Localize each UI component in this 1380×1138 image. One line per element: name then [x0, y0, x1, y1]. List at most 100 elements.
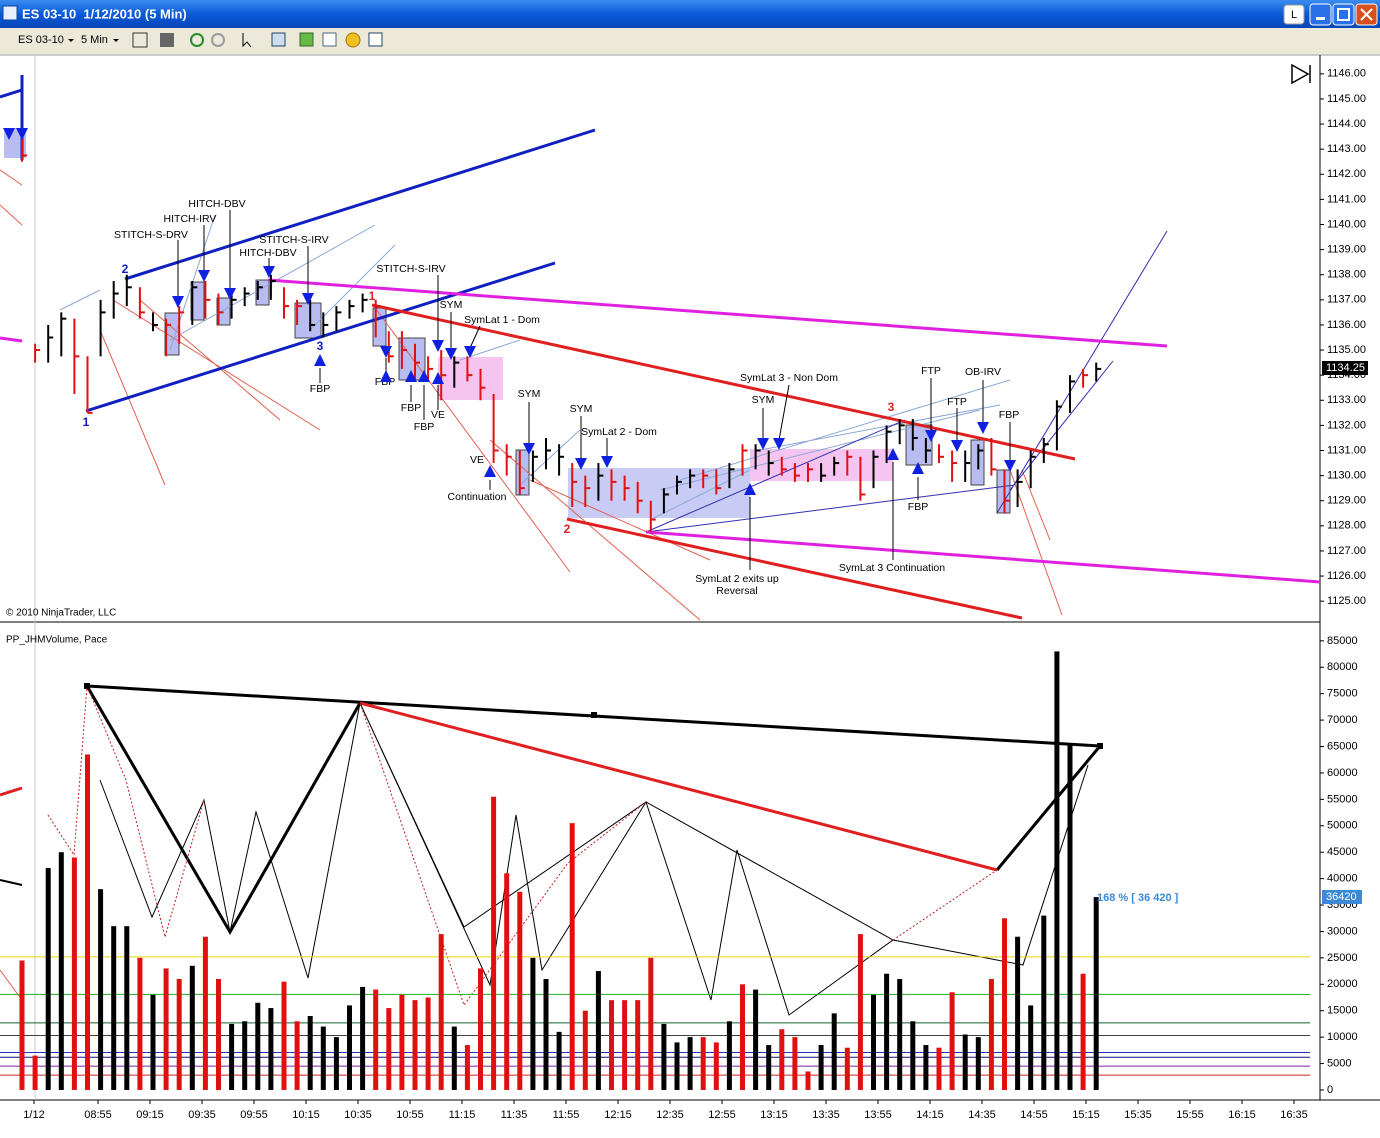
copyright: © 2010 NinjaTrader, LLC [6, 608, 116, 619]
last-price-box [1322, 361, 1368, 375]
title-bar [0, 0, 1380, 28]
volume-bar [543, 979, 549, 1090]
volume-bar [1054, 651, 1060, 1090]
draw-icon[interactable] [160, 33, 174, 47]
strategy-icon[interactable] [299, 32, 314, 47]
annotation: FBP [908, 501, 928, 513]
y-tick-label: 40000 [1327, 873, 1358, 885]
x-tick-label: 15:55 [1176, 1109, 1204, 1121]
annotation: SymLat 3 - Non Dom [740, 372, 838, 384]
last-volume-box [1322, 890, 1362, 904]
interval-selector[interactable]: 5 Min [81, 34, 108, 46]
x-tick-label: 13:15 [760, 1109, 788, 1121]
volume-bar [491, 796, 497, 1090]
zoom-in-icon[interactable] [190, 33, 204, 47]
volume-bar [1067, 743, 1073, 1090]
annotation: Continuation [448, 491, 507, 503]
volume-bar [216, 979, 221, 1090]
last-volume: 36420 [1326, 891, 1357, 903]
signal-arrow [16, 128, 28, 140]
panel-icon[interactable] [271, 32, 286, 47]
signal-arrow [464, 346, 476, 358]
maximize-button[interactable] [1332, 3, 1355, 26]
y-tick-label: 1132.00 [1327, 419, 1366, 431]
l-button[interactable] [1283, 4, 1305, 25]
annotation: 2 [122, 262, 129, 276]
annotation: STITCH-S-IRV [376, 263, 445, 275]
signal-arrow [757, 438, 769, 450]
volume-bar [32, 1055, 38, 1090]
y-tick-label: 45000 [1327, 846, 1358, 858]
annotation: SYM [440, 299, 463, 311]
bars-icon[interactable] [132, 32, 148, 48]
order-icon[interactable] [345, 32, 361, 48]
y-tick-label: 15000 [1327, 1005, 1358, 1017]
volume-bar [569, 823, 575, 1090]
annotation: SYM [570, 403, 593, 415]
y-tick-label: 1125.00 [1327, 595, 1366, 607]
volume-bar [347, 1005, 352, 1090]
volume-bar [582, 1010, 588, 1090]
zone [438, 357, 503, 400]
x-tick-label: 15:15 [1072, 1109, 1100, 1121]
x-tick-label: 11:55 [553, 1109, 580, 1121]
y-tick-label: 1135.00 [1327, 344, 1366, 356]
data-box-icon[interactable] [368, 32, 383, 47]
volume-bar [307, 1015, 313, 1090]
volume-bar [111, 926, 117, 1090]
zoom-out-icon[interactable] [211, 33, 225, 47]
volume-bar [595, 971, 601, 1090]
signal-arrow [887, 448, 899, 460]
y-tick-label: 60000 [1327, 767, 1358, 779]
volume-bar [713, 1042, 719, 1090]
scroll-end-button[interactable] [1291, 63, 1311, 85]
annotation: OB-IRV [965, 366, 1001, 378]
x-tick-label: 15:35 [1124, 1109, 1152, 1121]
volume-bar [726, 1021, 732, 1090]
signal-arrow [3, 128, 15, 140]
annotation: 3 [888, 400, 895, 414]
pivot-marker [1097, 743, 1103, 749]
volume-bar [294, 1021, 300, 1090]
volume-bar [635, 1000, 641, 1090]
signal-arrow [523, 443, 535, 455]
volume-bar [137, 957, 143, 1090]
volume-bar [622, 1000, 628, 1090]
y-tick-label: 1131.00 [1327, 444, 1366, 456]
volume-bar [189, 965, 195, 1090]
signal-arrow [1004, 460, 1016, 472]
volume-bar [412, 1000, 418, 1090]
annotation-connectors [177, 210, 1011, 570]
volume-bar [399, 994, 405, 1090]
dropdown-arrow [68, 39, 74, 42]
volume-bar [831, 1013, 837, 1090]
instrument-selector[interactable]: ES 03-10 [18, 34, 64, 46]
volume-bar [648, 957, 654, 1090]
volume-bar [530, 957, 536, 1090]
volume-bar [281, 981, 287, 1090]
volume-bar [975, 1037, 981, 1090]
annotation: HITCH-DBV [239, 247, 296, 259]
y-tick-label: 20000 [1327, 978, 1358, 990]
signal-arrow [418, 370, 430, 382]
chart-icon[interactable] [322, 32, 337, 47]
volume-bar [150, 994, 156, 1090]
volume-bar [360, 986, 366, 1090]
y-tick-label: 75000 [1327, 688, 1358, 700]
y-tick-label: 1137.00 [1327, 294, 1366, 306]
app-icon [2, 5, 18, 21]
cursor-icon[interactable] [242, 33, 252, 48]
y-tick-label: 1145.00 [1327, 93, 1366, 105]
volume-bar [700, 1037, 706, 1090]
volume-bar [661, 1023, 667, 1090]
signal-arrow [744, 483, 756, 495]
volume-bar [871, 994, 876, 1090]
window-title: ES 03-10 1/12/2010 (5 Min) [22, 6, 187, 21]
annotation: 2 [564, 522, 571, 536]
signal-arrow [302, 293, 314, 305]
x-tick-label: 14:15 [916, 1109, 944, 1121]
swing-lines [0, 879, 23, 886]
volume-bar [779, 1029, 785, 1090]
minimize-button[interactable] [1309, 3, 1332, 26]
y-tick-label: 1127.00 [1327, 545, 1366, 557]
